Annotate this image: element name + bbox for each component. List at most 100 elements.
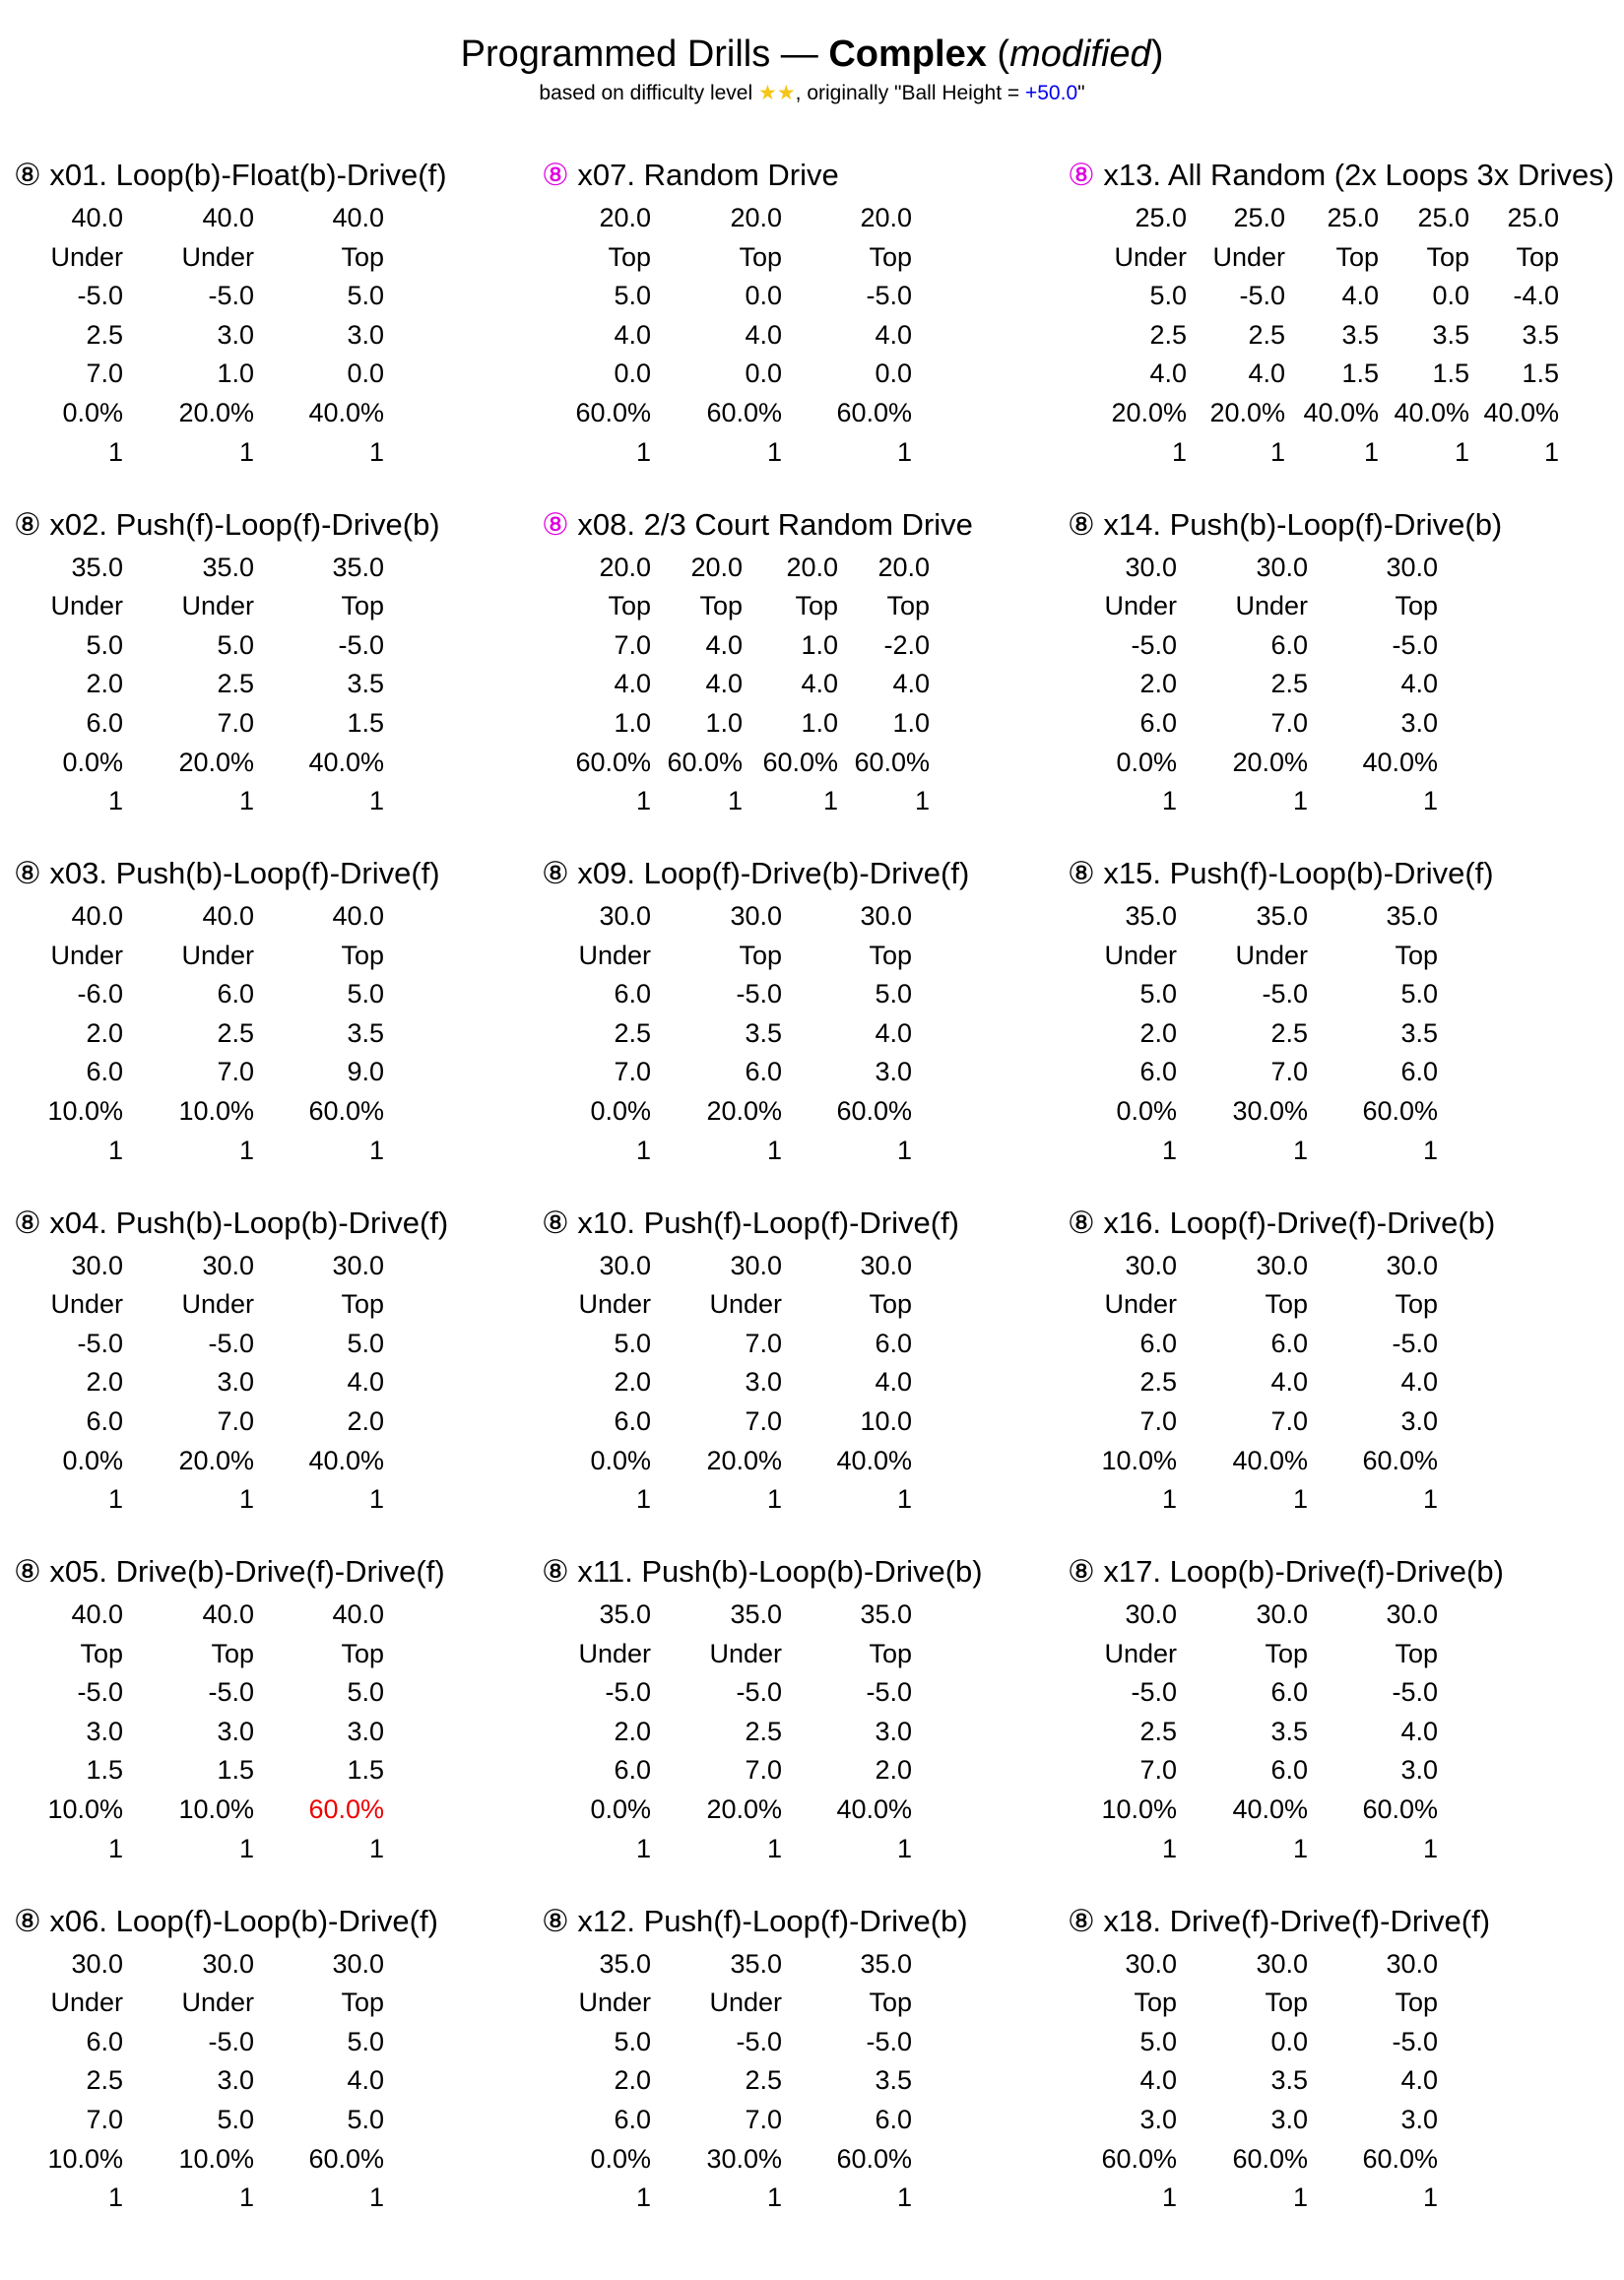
drill-number-circle-icon: ⑧ bbox=[542, 158, 569, 192]
drill-cell: 1 bbox=[238, 1484, 254, 1515]
drill-cell: 6.0 bbox=[217, 979, 254, 1010]
drill-cell: 20.0% bbox=[706, 1794, 782, 1824]
drill-cell: 0.0% bbox=[590, 2143, 651, 2174]
drill-cell: 3.5 bbox=[1270, 1716, 1308, 1746]
drill-cell: 5.0 bbox=[614, 2026, 651, 2056]
drill-row: Under Under Top bbox=[0, 1984, 532, 2022]
drill-row: 7.0 7.0 3.0 bbox=[1054, 1402, 1586, 1441]
drill-cell: Top bbox=[1265, 1289, 1308, 1320]
drill-cell: 25.0 bbox=[1327, 203, 1379, 232]
drill-cell: Top bbox=[1335, 241, 1379, 272]
drill-cell: Under bbox=[709, 1987, 782, 2018]
drill-cell: 25.0 bbox=[1233, 203, 1285, 232]
drill-cell: 1 bbox=[766, 436, 782, 467]
drill-row: 6.0 -5.0 5.0 bbox=[0, 2023, 532, 2061]
drill-row: 2.0 2.5 3.5 bbox=[0, 665, 532, 703]
drill-cell: 35.0 bbox=[202, 552, 254, 582]
drill-cell: 3.0 bbox=[347, 319, 384, 350]
drill-title-text: x16. Loop(f)-Drive(f)-Drive(b) bbox=[1094, 1205, 1496, 1240]
drill-cell: 3.5 bbox=[745, 1017, 782, 1048]
drill-cell: 7.0 bbox=[1139, 1755, 1177, 1786]
drill-cell: Top bbox=[1395, 1289, 1438, 1320]
drill-title-text: x15. Push(f)-Loop(b)-Drive(f) bbox=[1094, 856, 1494, 890]
drill-title-text: x10. Push(f)-Loop(f)-Drive(f) bbox=[568, 1205, 960, 1240]
drill-cell: 1 bbox=[238, 2182, 254, 2213]
drill-title-text: x11. Push(b)-Loop(b)-Drive(b) bbox=[568, 1554, 983, 1589]
drill-cell: 25.0 bbox=[1507, 203, 1559, 232]
drill-title-text: x17. Loop(b)-Drive(f)-Drive(b) bbox=[1094, 1554, 1504, 1589]
drill-cell: 1 bbox=[238, 1135, 254, 1165]
drill-cell: 7.0 bbox=[745, 1755, 782, 1786]
drill-cell: 2.5 bbox=[614, 1017, 651, 1048]
drill-cell: 1 bbox=[1422, 1833, 1438, 1863]
drill-title: ⑧ x03. Push(b)-Loop(f)-Drive(f) bbox=[14, 854, 440, 893]
drill-cell: 1 bbox=[1161, 786, 1177, 816]
drill-row: 1 1 1 bbox=[528, 2179, 1060, 2217]
drill-cell: 35.0 bbox=[71, 552, 123, 582]
drill-cell: 1 bbox=[896, 1833, 912, 1863]
drill-cell: 6.0 bbox=[875, 1328, 912, 1358]
drill-row: Under Under Top bbox=[0, 238, 532, 277]
drill-cell: 1 bbox=[107, 2182, 123, 2213]
drill-cell: 0.0% bbox=[590, 1794, 651, 1824]
drill-cell: -5.0 bbox=[1392, 629, 1438, 660]
drill-row: Under Under Top bbox=[528, 1285, 1060, 1324]
drill-cell: 1 bbox=[635, 1484, 651, 1515]
drill-cell: 6.0 bbox=[1270, 629, 1308, 660]
drill-cell: Top bbox=[869, 1987, 912, 2018]
drill-number-circle-icon: ⑧ bbox=[1068, 1554, 1095, 1589]
drill-row: 30.0 30.0 30.0 bbox=[1054, 1945, 1586, 1984]
drill-cell: 60.0% bbox=[308, 2143, 384, 2174]
drill-cell: 40.0% bbox=[1303, 398, 1379, 427]
drill-cell: 30.0 bbox=[1125, 552, 1177, 582]
drill-row: Under Top Top bbox=[528, 937, 1060, 975]
drill-cell: 4.0 bbox=[1149, 358, 1187, 389]
drill-row: 10.0% 40.0% 60.0% bbox=[1054, 1791, 1586, 1829]
drill-row: 30.0 30.0 30.0 bbox=[1054, 1596, 1586, 1634]
drill-number-circle-icon: ⑧ bbox=[542, 1903, 569, 1938]
drill-cell: 40.0 bbox=[202, 203, 254, 232]
drill-block: ⑧ x15. Push(f)-Loop(b)-Drive(f) 35.0 35.0 3… bbox=[1054, 854, 1586, 1201]
drill-cell: 1 bbox=[766, 1484, 782, 1515]
drill-row: 4.0 3.5 4.0 bbox=[1054, 2061, 1586, 2100]
drill-cell: -5.0 bbox=[208, 1677, 254, 1708]
drill-cell: 0.0% bbox=[62, 398, 123, 427]
drill-cell: 7.0 bbox=[1139, 1405, 1177, 1436]
drill-cell: 3.5 bbox=[1270, 2065, 1308, 2096]
drill-cell: 1.0 bbox=[801, 629, 838, 660]
drill-cell: 1 bbox=[1422, 786, 1438, 816]
drill-cell: 3.0 bbox=[745, 1367, 782, 1398]
drill-cell: 6.0 bbox=[614, 979, 651, 1010]
drill-cell: 1 bbox=[107, 1484, 123, 1515]
drill-cell: 1 bbox=[107, 1833, 123, 1863]
drill-row: 6.0 7.0 3.0 bbox=[1054, 704, 1586, 743]
drill-cell: 3.0 bbox=[217, 1716, 254, 1746]
drill-cell: Top bbox=[1265, 1638, 1308, 1668]
drill-cell: 4.0 bbox=[1400, 1716, 1438, 1746]
drill-cell: 40.0 bbox=[71, 203, 123, 232]
drill-row: -5.0 6.0 -5.0 bbox=[1054, 1673, 1586, 1712]
drill-cell: 2.5 bbox=[1139, 1367, 1177, 1398]
drill-cell: 30.0 bbox=[1256, 1599, 1308, 1629]
drill-cell: Top bbox=[341, 1987, 384, 2018]
drill-row: Under Under Top bbox=[0, 587, 532, 625]
drill-cell: 6.0 bbox=[86, 1057, 123, 1087]
drill-cell: 6.0 bbox=[1270, 1677, 1308, 1708]
drill-cell: 4.0 bbox=[801, 669, 838, 699]
drill-cell: 0.0 bbox=[1432, 281, 1469, 311]
drill-cell: 1 bbox=[238, 1833, 254, 1863]
drill-cell: 35.0 bbox=[1386, 901, 1438, 931]
drill-cell: 1 bbox=[107, 1135, 123, 1165]
drill-row: 30.0 30.0 30.0 bbox=[1054, 549, 1586, 587]
drill-cell: 30.0 bbox=[1125, 1250, 1177, 1280]
drill-cell: 20.0% bbox=[1232, 747, 1308, 777]
drill-row: 1 1 1 1 bbox=[528, 782, 1060, 820]
drill-cell: 3.0 bbox=[1139, 2104, 1177, 2134]
drill-cell: 40.0% bbox=[308, 747, 384, 777]
drill-cell: 10.0% bbox=[47, 1096, 123, 1126]
drill-cell: -4.0 bbox=[1513, 281, 1559, 311]
drill-cell: 60.0% bbox=[1362, 1445, 1438, 1475]
drill-row: 5.0 -5.0 4.0 0.0 -4.0 bbox=[1054, 277, 1586, 315]
drill-cell: 0.0 bbox=[745, 281, 782, 311]
drill-cell: 5.0 bbox=[614, 1328, 651, 1358]
